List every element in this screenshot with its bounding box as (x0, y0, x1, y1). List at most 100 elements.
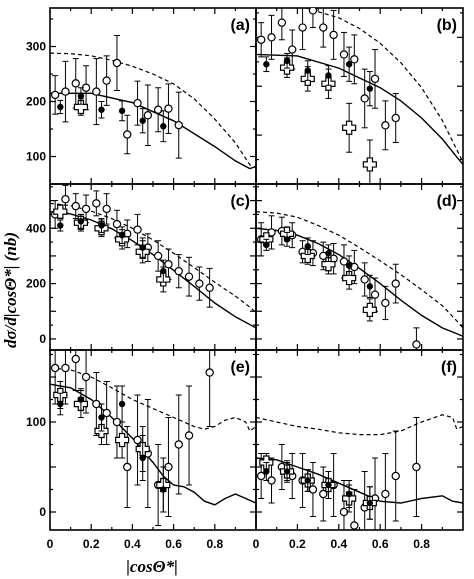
panel-a: 100 200 300 (a) (26, 7, 257, 185)
panel-frame (49, 349, 257, 531)
panel-plot-area (256, 8, 463, 184)
panel-plot-area (256, 211, 463, 350)
open-circle-point (184, 272, 194, 281)
open-circle-point (174, 120, 183, 130)
open-circle-point (381, 121, 390, 130)
open-circle-point (329, 30, 338, 40)
filled-circle-point (283, 57, 291, 64)
filled-circle-point (98, 414, 105, 421)
filled-circle-point (160, 486, 167, 493)
open-circle-point (50, 90, 60, 100)
filled-circle-point (77, 92, 85, 100)
y-tick-label: 200 (26, 95, 46, 109)
open-circle-point (92, 199, 101, 208)
open-circle-point (133, 225, 142, 234)
open-circle-point (81, 372, 91, 382)
filled-circle-point (283, 468, 291, 475)
filled-circle-point (98, 222, 105, 229)
x-tick-label: 0 (253, 537, 260, 551)
open-circle-point (381, 489, 390, 499)
filled-circle-point (118, 231, 126, 239)
open-circle-point (164, 260, 173, 269)
open-circle-point (288, 45, 297, 54)
filled-circle-point (57, 103, 64, 111)
open-circle-point (308, 8, 318, 15)
panel-label: (b) (437, 17, 457, 34)
open-circle-point (412, 462, 421, 472)
x-tick-label: 0.4 (330, 537, 347, 551)
filled-circle-point (118, 107, 126, 115)
x-tick-label: 0.2 (289, 537, 306, 551)
open-circle-point (205, 283, 214, 292)
open-circle-point (61, 363, 70, 373)
y-tick-label: 400 (26, 221, 46, 235)
filled-circle-point (325, 249, 332, 257)
panel-label: (f) (441, 359, 457, 376)
panel-frame (255, 7, 464, 185)
open-circle-point (381, 298, 390, 308)
open-circle-point (153, 251, 163, 261)
x-tick-label: 0.4 (124, 537, 141, 551)
filled-circle-point (345, 61, 353, 68)
cross-point (53, 204, 68, 219)
open-circle-point (164, 104, 173, 113)
open-circle-point (319, 23, 328, 32)
filled-circle-point (139, 244, 146, 251)
open-circle-point (195, 279, 204, 288)
panel-frame (255, 349, 464, 531)
x-tick-label: 0.6 (165, 537, 182, 551)
open-circle-point (71, 79, 80, 88)
filled-circle-point (263, 61, 270, 68)
y-tick-label: 100 (26, 415, 46, 429)
filled-circle-point (139, 117, 146, 124)
open-circle-point (298, 23, 307, 32)
open-circle-point (50, 363, 60, 373)
filled-circle-point (325, 481, 332, 489)
open-circle-point (256, 471, 266, 481)
x-tick-label: 0 (47, 537, 54, 551)
open-circle-point (350, 55, 359, 64)
y-tick-label: 200 (26, 277, 46, 291)
y-tick-label: 0 (39, 332, 46, 346)
filled-circle-point (263, 468, 270, 475)
open-circle-point (123, 462, 132, 472)
filled-circle-point (118, 400, 126, 408)
open-circle-point (391, 113, 400, 123)
open-circle-point (360, 275, 369, 284)
open-circle-point (339, 50, 349, 59)
dashed-curve (256, 414, 463, 436)
panel-c: 0 200 400 (c) (26, 183, 257, 351)
filled-circle-point (366, 283, 374, 290)
filled-circle-point (304, 477, 311, 484)
y-axis-title: dσ/d|cosΘ*| (nb) (1, 232, 20, 348)
open-circle-point (391, 279, 400, 288)
open-circle-point (370, 290, 380, 299)
panel-label: (c) (230, 193, 250, 210)
filled-circle-point (283, 236, 291, 243)
open-circle-point (61, 87, 70, 96)
solid-curve (256, 53, 463, 165)
panel-e: 0 100 (e) (26, 349, 257, 531)
open-circle-point (174, 266, 183, 276)
y-tick-label: 0 (39, 505, 46, 519)
open-circle-point (308, 485, 318, 494)
open-circle-point (277, 18, 287, 27)
open-circle-point (184, 431, 194, 440)
open-circle-point (71, 201, 80, 211)
cross-point (362, 302, 377, 317)
x-tick-label: 0.8 (413, 537, 430, 551)
open-circle-point (112, 58, 122, 68)
open-circle-point (256, 35, 266, 44)
open-circle-point (174, 440, 183, 449)
panel-d: (d) (255, 183, 464, 351)
open-circle-point (319, 489, 328, 499)
filled-circle-point (304, 243, 311, 250)
cross-point (300, 248, 315, 264)
filled-circle-point (345, 490, 353, 498)
cross-point (342, 120, 357, 135)
y-tick-label: 100 (26, 150, 46, 164)
dashed-curve (50, 367, 256, 432)
open-circle-point (153, 105, 163, 114)
filled-circle-point (304, 67, 311, 74)
